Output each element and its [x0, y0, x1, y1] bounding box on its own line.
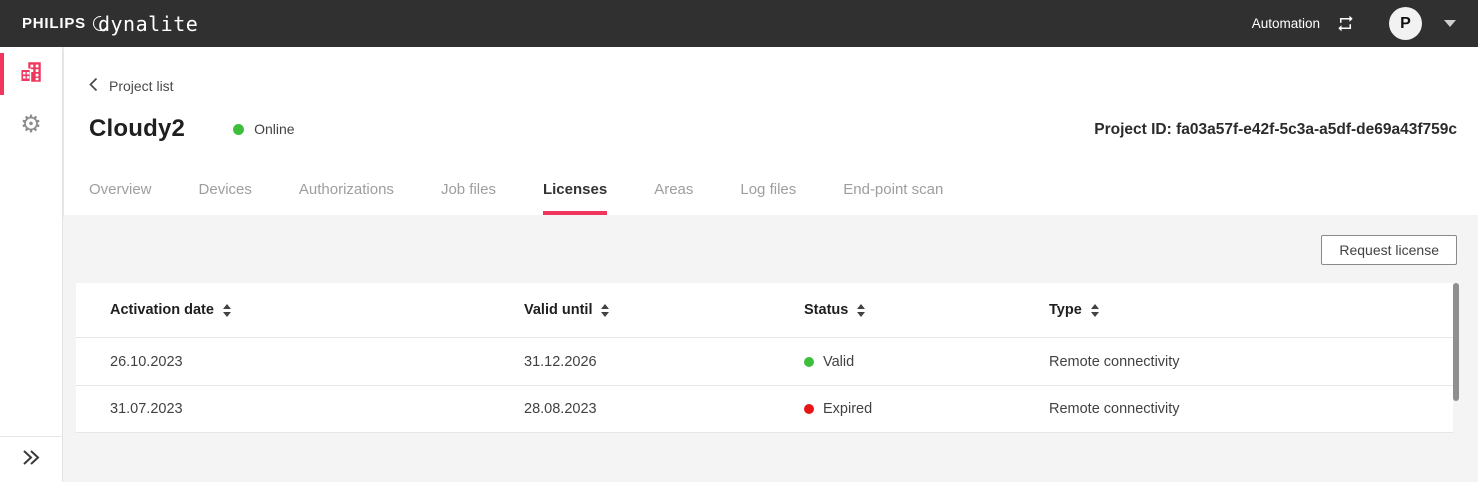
expand-sidebar-button[interactable]	[0, 437, 62, 482]
philips-wordmark: PHILIPS	[22, 15, 86, 32]
tab-overview[interactable]: Overview	[89, 181, 152, 198]
request-license-button[interactable]: Request license	[1321, 235, 1457, 265]
sidebar-item-projects[interactable]	[0, 51, 62, 97]
table-header-row: Activation date Valid until Status Type	[76, 283, 1453, 337]
online-status-dot	[233, 123, 245, 135]
cell-status: Valid	[804, 354, 1049, 370]
breadcrumb-label: Project list	[109, 78, 174, 94]
buildings-icon	[18, 59, 44, 90]
tab-authorizations[interactable]: Authorizations	[298, 181, 394, 198]
column-header-status[interactable]: Status	[804, 302, 1049, 318]
cell-type: Remote connectivity	[1049, 401, 1180, 417]
avatar-initial: P	[1400, 14, 1411, 32]
sidebar-footer	[0, 436, 62, 482]
main-content: Project list Cloudy2 Online Project ID: …	[64, 47, 1478, 482]
cell-activation-date: 26.10.2023	[110, 353, 183, 370]
avatar[interactable]: P	[1389, 7, 1422, 40]
repeat-icon[interactable]	[1336, 14, 1355, 33]
sort-icon[interactable]	[222, 303, 231, 317]
status-label: Valid	[823, 353, 855, 370]
sort-icon[interactable]	[1090, 303, 1099, 317]
cell-status: Expired	[804, 401, 1049, 417]
tab-end-point-scan[interactable]: End-point scan	[843, 181, 944, 198]
brand-logo: PHILIPS dynalite	[22, 12, 198, 36]
column-header-valid-until[interactable]: Valid until	[524, 302, 804, 318]
tab-job-files[interactable]: Job files	[440, 181, 496, 198]
licenses-table: Activation date Valid until Status Type	[76, 283, 1453, 433]
status-dot	[804, 356, 814, 367]
topbar-right: Automation P	[1252, 7, 1456, 40]
licenses-content: Request license Activation date Valid un…	[64, 215, 1478, 482]
table-row[interactable]: 31.07.2023 28.08.2023 Expired Remote con…	[76, 385, 1453, 433]
cell-type: Remote connectivity	[1049, 353, 1180, 370]
project-id: Project ID: fa03a57f-e42f-5c3a-a5df-de69…	[1094, 121, 1457, 138]
dynalite-wordmark: dynalite	[95, 12, 198, 36]
sidebar-divider	[0, 436, 62, 437]
page-title: Cloudy2	[89, 115, 186, 142]
status-dot	[804, 404, 814, 414]
gear-icon: ⚙	[20, 110, 42, 138]
tab-bar: Overview Devices Authorizations Job file…	[89, 181, 943, 215]
chevron-down-icon[interactable]	[1444, 20, 1456, 27]
chevron-left-icon	[88, 77, 99, 95]
double-chevron-right-icon	[21, 448, 41, 472]
cell-activation-date: 31.07.2023	[110, 401, 183, 417]
sort-icon[interactable]	[601, 303, 610, 317]
table-row[interactable]: 26.10.2023 31.12.2026 Valid Remote conne…	[76, 337, 1453, 385]
top-header: PHILIPS dynalite Automation P	[0, 0, 1478, 47]
automation-label: Automation	[1251, 16, 1320, 31]
cell-valid-until: 31.12.2026	[524, 353, 597, 370]
online-status-label: Online	[254, 121, 295, 137]
tab-areas[interactable]: Areas	[654, 181, 694, 198]
active-indicator	[0, 53, 4, 95]
sidebar-item-settings[interactable]: ⚙	[0, 101, 62, 147]
vertical-scrollbar[interactable]	[1453, 283, 1459, 401]
sort-icon[interactable]	[857, 303, 866, 317]
cell-valid-until: 28.08.2023	[524, 401, 597, 417]
tab-licenses[interactable]: Licenses	[542, 181, 608, 215]
column-header-activation-date[interactable]: Activation date	[110, 302, 524, 318]
column-header-type[interactable]: Type	[1049, 302, 1453, 318]
status-label: Expired	[823, 401, 873, 417]
title-row: Cloudy2 Online	[89, 115, 1478, 143]
sidebar: ⚙	[0, 47, 63, 482]
tab-log-files[interactable]: Log files	[740, 181, 797, 198]
tab-devices[interactable]: Devices	[198, 181, 252, 198]
project-header-panel: Project list Cloudy2 Online Project ID: …	[64, 47, 1478, 215]
breadcrumb[interactable]: Project list	[64, 47, 174, 95]
